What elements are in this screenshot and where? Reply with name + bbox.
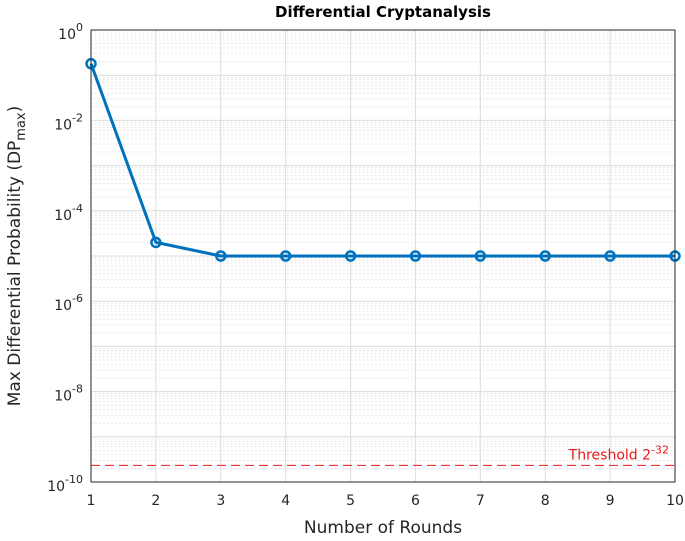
data-point [474,250,487,262]
threshold-label-exp: -32 [651,443,669,456]
y-tick-label: 10-10 [47,473,83,495]
threshold-label-text: Threshold 2 [568,447,651,463]
x-tick-label: 5 [346,493,355,509]
x-tick-label: 3 [216,493,225,509]
data-point [215,250,227,262]
x-tick-labels: 1 2 3 4 5 6 7 8 9 10 [87,493,684,509]
y-tick-label: 10-2 [54,111,83,133]
y-tick-label: 100 [58,21,83,43]
data-point [539,250,551,262]
y-axis-label: Max Differential Probability (DPmax) [5,106,29,407]
data-point [150,236,162,249]
y-axis-label-main: Max Differential Probability (DP [5,141,25,407]
x-tick-label: 9 [606,493,615,509]
x-tick-label: 2 [151,493,160,509]
threshold-label: Threshold 2-32 [568,443,669,463]
x-tick-label: 7 [476,493,485,509]
minor-grid [91,31,675,469]
y-tick-label: 10-6 [54,292,83,314]
y-axis-label-sub: max [14,112,29,141]
plot-frame [90,29,676,483]
y-tick-labels: 100 10-2 10-4 10-6 10-8 10-10 [47,21,83,495]
x-tick-label: 10 [666,493,684,509]
x-axis-label: Number of Rounds [304,518,462,538]
x-tick-label: 4 [281,493,290,509]
data-point [344,250,357,262]
series-line [89,63,675,258]
data-point [409,250,422,262]
x-tick-label: 6 [411,493,420,509]
x-tick-label: 1 [87,493,96,509]
data-point [279,250,292,262]
y-axis-label-close: ) [5,106,25,113]
chart-title: Differential Cryptanalysis [275,3,491,21]
y-tick-label: 10-4 [54,202,83,224]
data-point [604,250,616,262]
y-tick-label: 10-8 [54,383,83,405]
x-tick-label: 8 [541,493,550,509]
